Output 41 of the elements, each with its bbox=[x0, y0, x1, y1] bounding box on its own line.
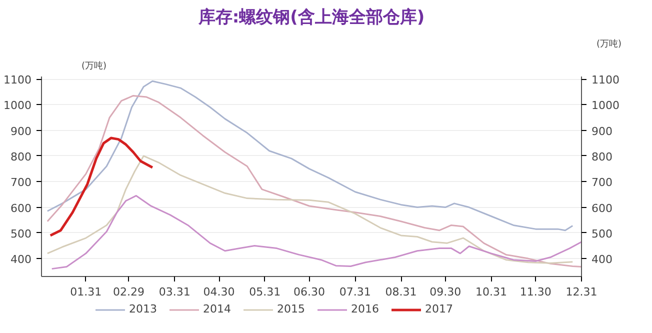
y2-tick-label: 500 bbox=[592, 227, 612, 240]
x-tick-label: 09.30 bbox=[430, 286, 462, 298]
y-axis-title: (万吨) bbox=[82, 60, 107, 72]
x-tick-label: 01.31 bbox=[70, 286, 102, 298]
y2-tick-label: 400 bbox=[592, 253, 612, 266]
x-tick-label: 05.31 bbox=[249, 286, 281, 298]
legend-label: 2013 bbox=[128, 302, 157, 316]
x-tick-label: 08.31 bbox=[385, 286, 417, 298]
y2-tick-label: 800 bbox=[592, 150, 612, 164]
legend-label: 2015 bbox=[276, 302, 305, 316]
line-series bbox=[49, 136, 154, 237]
y2-tick-label: 700 bbox=[592, 176, 612, 190]
y-tick-label: 800 bbox=[10, 150, 32, 164]
line-series bbox=[46, 94, 582, 268]
y-tick-label: 500 bbox=[10, 227, 32, 240]
y2-tick-label: 900 bbox=[592, 124, 612, 138]
y-tick-label: 600 bbox=[10, 202, 32, 215]
x-tick-label: 06.30 bbox=[294, 286, 326, 298]
x-tick-label: 04.30 bbox=[203, 286, 235, 298]
x-tick-label: 03.31 bbox=[158, 286, 190, 298]
chart-title: 库存:螺纹钢(含上海全部仓库) bbox=[197, 8, 425, 28]
line-series bbox=[46, 80, 574, 232]
x-tick-label: 10.31 bbox=[476, 286, 508, 298]
legend-label: 2017 bbox=[424, 302, 453, 316]
legend-label: 2014 bbox=[202, 302, 231, 316]
y-tick-label: 700 bbox=[10, 176, 32, 190]
line-series bbox=[51, 194, 582, 270]
y2-tick-label: 1000 bbox=[592, 99, 620, 112]
line-series bbox=[46, 155, 574, 264]
x-tick-label: 12.31 bbox=[566, 286, 598, 298]
y2-tick-label: 1100 bbox=[592, 74, 620, 87]
y2-axis-title: (万吨) bbox=[596, 38, 622, 50]
y-tick-label: 400 bbox=[10, 253, 32, 266]
x-tick-label: 07.31 bbox=[339, 286, 371, 298]
y-tick-label: 1000 bbox=[4, 99, 32, 112]
y-tick-label: 1100 bbox=[4, 74, 32, 87]
legend-label: 2016 bbox=[350, 302, 379, 316]
y-tick-label: 900 bbox=[10, 124, 32, 138]
y2-tick-label: 600 bbox=[592, 202, 612, 215]
x-tick-label: 02.29 bbox=[113, 286, 145, 298]
x-tick-label: 11.30 bbox=[520, 286, 552, 298]
